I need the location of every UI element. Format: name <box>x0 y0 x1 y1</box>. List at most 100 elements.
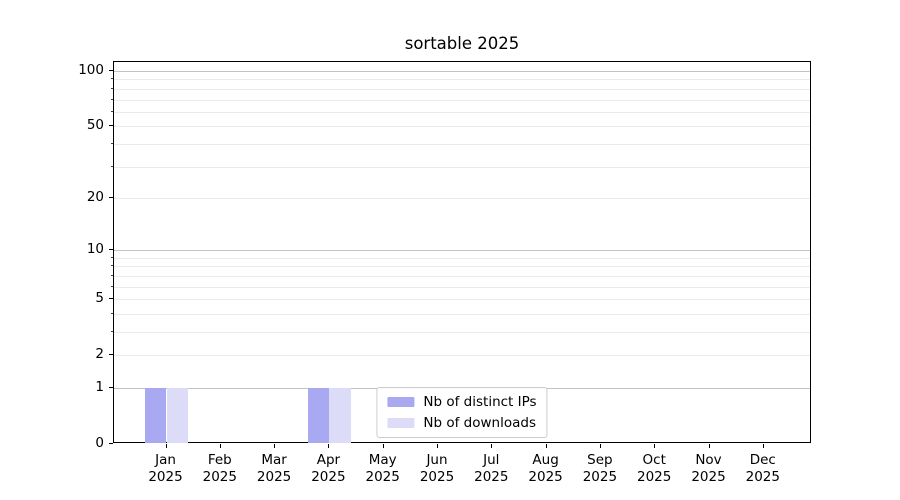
gridline-minor <box>114 266 810 268</box>
x-tick-year: 2025 <box>637 468 672 485</box>
y-tick-label: 10 <box>86 241 104 258</box>
x-tick-month: Apr <box>316 452 341 468</box>
legend: Nb of distinct IPs Nb of downloads <box>376 387 548 438</box>
y-axis-tick <box>109 298 113 300</box>
y-axis-minor-tick <box>111 165 113 167</box>
y-axis-minor-tick <box>111 285 113 287</box>
gridline-minor <box>114 99 810 101</box>
x-tick-label-nov: Nov 2025 <box>681 452 737 485</box>
x-axis-tick <box>437 444 438 448</box>
x-axis-tick <box>762 444 764 448</box>
x-tick-label-sep: Sep 2025 <box>572 452 628 485</box>
bar-nb-of-downloads-jan <box>166 387 189 443</box>
legend-item: Nb of distinct IPs <box>387 393 537 411</box>
gridline-minor <box>114 88 810 90</box>
y-axis-minor-tick <box>111 78 113 80</box>
gridline-major <box>114 71 810 73</box>
x-tick-month: Jul <box>483 452 500 468</box>
y-axis-minor-tick <box>111 330 113 332</box>
x-tick-label-jul: Jul 2025 <box>463 452 519 485</box>
y-axis-minor-tick <box>111 265 113 267</box>
x-tick-month: Dec <box>749 452 776 468</box>
x-tick-label-mar: Mar 2025 <box>246 452 302 485</box>
x-tick-label-aug: Aug 2025 <box>518 452 574 485</box>
legend-item: Nb of downloads <box>387 414 536 432</box>
y-axis-tick <box>109 196 113 198</box>
x-axis-tick <box>274 444 276 448</box>
y-tick-label: 5 <box>95 290 104 307</box>
y-axis-minor-tick <box>111 87 113 89</box>
gridline-major <box>114 250 810 252</box>
x-tick-year: 2025 <box>419 468 455 485</box>
x-tick-year: 2025 <box>528 468 563 485</box>
legend-label: Nb of downloads <box>423 415 536 431</box>
plot-area: Nb of distinct IPs Nb of downloads <box>113 61 811 443</box>
y-axis-minor-tick <box>111 98 113 100</box>
x-axis-tick <box>165 444 167 448</box>
chart-title: sortable 2025 <box>404 34 520 53</box>
y-axis-tick <box>109 249 113 251</box>
gridline-minor <box>114 331 810 333</box>
y-axis-minor-tick <box>111 110 113 112</box>
y-axis-tick <box>109 443 113 444</box>
x-tick-label-jan: Jan 2025 <box>138 452 194 485</box>
gridline-minor <box>114 275 810 277</box>
x-axis-tick <box>599 444 601 448</box>
x-tick-month: Jun <box>426 452 448 468</box>
y-tick-label: 20 <box>86 188 104 205</box>
x-axis-tick <box>545 444 547 448</box>
x-tick-month: Feb <box>207 452 232 468</box>
legend-swatch-nb-of-distinct-ips <box>387 397 415 407</box>
y-tick-label: 100 <box>78 62 104 79</box>
gridline-minor <box>114 355 810 357</box>
y-axis-minor-tick <box>111 312 113 314</box>
gridline-minor <box>114 143 810 145</box>
x-tick-year: 2025 <box>256 468 292 485</box>
gridline-minor <box>114 299 810 301</box>
x-axis-tick <box>654 444 656 448</box>
x-tick-year: 2025 <box>474 468 509 485</box>
y-tick-label: 50 <box>86 117 104 134</box>
y-axis-tick <box>109 386 113 388</box>
y-axis-minor-tick <box>111 274 113 276</box>
bar-nb-of-downloads-apr <box>329 387 352 443</box>
x-tick-year: 2025 <box>691 468 726 485</box>
x-axis-tick <box>491 444 493 448</box>
x-tick-year: 2025 <box>745 468 780 485</box>
gridline-minor <box>114 111 810 113</box>
x-tick-label-dec: Dec 2025 <box>735 452 791 485</box>
x-axis-tick <box>708 444 710 448</box>
y-tick-label: 2 <box>95 346 104 363</box>
gridline-minor <box>114 313 810 315</box>
x-tick-month: May <box>368 452 397 468</box>
y-axis-tick <box>109 125 113 127</box>
x-tick-month: Jan <box>155 452 176 468</box>
x-tick-month: Aug <box>532 452 559 468</box>
y-axis-minor-tick <box>111 256 113 258</box>
bar-nb-of-distinct-ips-apr <box>307 387 330 443</box>
x-axis-tick <box>219 444 221 448</box>
x-tick-label-oct: Oct 2025 <box>626 452 682 485</box>
x-tick-month: Mar <box>261 452 287 468</box>
x-tick-year: 2025 <box>202 468 237 485</box>
gridline-minor <box>114 166 810 168</box>
x-tick-year: 2025 <box>582 468 618 485</box>
gridline-minor <box>114 286 810 288</box>
legend-swatch-nb-of-downloads <box>387 418 415 428</box>
x-tick-label-apr: Apr 2025 <box>300 452 356 485</box>
bar-nb-of-distinct-ips-jan <box>144 387 167 443</box>
x-axis-tick <box>328 444 330 448</box>
gridline-minor <box>114 126 810 128</box>
y-tick-label: 1 <box>95 378 104 395</box>
gridline-minor <box>114 257 810 259</box>
x-tick-label-may: May 2025 <box>355 452 411 485</box>
x-tick-year: 2025 <box>311 468 346 485</box>
y-axis-tick <box>109 70 113 72</box>
legend-label: Nb of distinct IPs <box>423 394 537 410</box>
x-tick-year: 2025 <box>365 468 400 485</box>
y-axis-minor-tick <box>111 142 113 144</box>
x-tick-month: Oct <box>642 452 666 468</box>
x-axis-tick <box>382 444 384 448</box>
gridline-minor <box>114 197 810 199</box>
